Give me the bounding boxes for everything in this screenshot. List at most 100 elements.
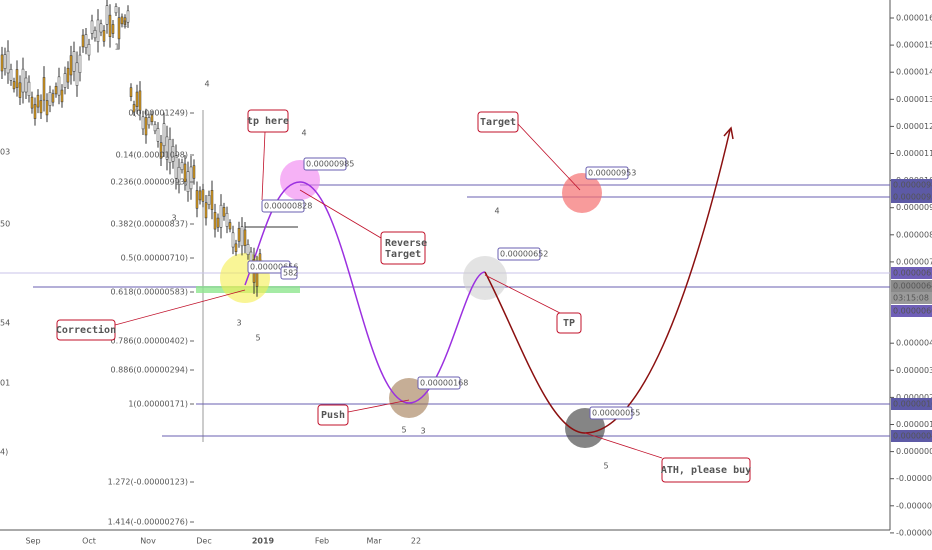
candle: [192, 165, 196, 179]
candle: [117, 17, 121, 40]
price-callout: 582: [283, 269, 298, 278]
candle: [219, 204, 223, 228]
price-label: 0.00001200: [896, 122, 932, 131]
fib-label: 0.382(0.00000837): [111, 220, 189, 229]
callout-label: Target: [480, 117, 516, 128]
candle: [111, 24, 115, 34]
candle: [141, 116, 145, 130]
edge-label: 54: [0, 319, 10, 328]
candle: [168, 139, 172, 163]
price-tag-label: 0.00000602: [893, 307, 932, 316]
candle: [180, 162, 184, 171]
candle: [240, 226, 244, 247]
callout-box: [317, 404, 349, 426]
callout-box: [556, 312, 582, 334]
candle: [102, 30, 106, 42]
candle: [66, 67, 70, 83]
fib-label: 0.786(0.00000402): [111, 337, 189, 346]
candle: [138, 90, 142, 111]
price-label: 0.00001100: [896, 149, 932, 158]
fib-label: 1.414(-0.00000276): [108, 518, 188, 527]
candle: [234, 243, 238, 252]
time-label: 22: [411, 537, 421, 546]
price-tag: [891, 430, 932, 442]
candle: [51, 93, 55, 103]
circle: [562, 173, 602, 213]
callout-label: Correction: [56, 324, 116, 336]
price-tag: [891, 191, 932, 203]
price-tag-label: 0.00000652: [893, 269, 932, 278]
candle: [6, 50, 10, 74]
candle: [90, 20, 94, 34]
wave-label: 4: [301, 129, 306, 138]
candle: [132, 104, 136, 113]
candle: [81, 34, 85, 48]
callout-box: [380, 231, 426, 265]
price-callout: 0.00000652: [500, 250, 548, 259]
price-callout-box: [261, 199, 305, 213]
price-callout-box: [585, 166, 629, 180]
price-tag: [891, 292, 932, 304]
candle: [63, 73, 67, 88]
candle: [147, 117, 151, 126]
fib-label: 0.618(0.00000583): [111, 288, 189, 297]
fib-label: 1.272(-0.00000123): [108, 478, 188, 487]
edge-label: 03: [0, 148, 10, 157]
price-tag: [891, 280, 932, 292]
candle: [207, 195, 211, 205]
time-label: Nov: [140, 537, 156, 546]
callout-label: TP: [563, 318, 575, 329]
candle: [21, 68, 25, 93]
fib-label: 0(0.00001249): [128, 109, 188, 118]
price-tag-label: 0.00000168: [893, 400, 932, 409]
candle: [237, 228, 241, 242]
candle: [75, 62, 79, 86]
candle: [15, 69, 19, 88]
candle: [42, 77, 46, 101]
price-tag-label: 0.00000049: [893, 432, 932, 441]
candle: [174, 155, 178, 179]
candle: [123, 17, 127, 26]
candle: [171, 146, 175, 162]
price-label: 0.00001600: [896, 14, 932, 23]
candle: [93, 29, 97, 39]
price-callout: 0.00000828: [264, 202, 312, 211]
price-label: -0.00000100: [896, 474, 932, 483]
time-label: Oct: [82, 537, 96, 546]
candle: [87, 44, 91, 56]
wave-label: 4: [494, 207, 499, 216]
candle: [114, 6, 118, 14]
callout-box: [247, 109, 289, 133]
fib-label: 0.5(0.00000710): [121, 254, 188, 263]
price-callout-box: [280, 266, 298, 280]
candle: [105, 5, 109, 25]
callout-line-text: Reverse: [385, 238, 427, 249]
price-callout: 0.00000168: [420, 379, 468, 388]
callout-label: ATH, please buy: [661, 465, 751, 476]
candle: [39, 100, 43, 114]
callout-line-text: Target: [385, 249, 421, 260]
candle: [18, 82, 22, 98]
candle: [153, 124, 157, 132]
projection-curve: [484, 129, 731, 434]
callout-line: [299, 189, 382, 239]
price-label: -0.00000200: [896, 501, 932, 510]
candle: [246, 244, 250, 255]
time-label: Sep: [25, 537, 40, 546]
edge-label: 01: [0, 379, 10, 388]
candle: [150, 114, 154, 123]
candle: [30, 96, 34, 109]
candle: [48, 92, 52, 106]
candle: [183, 163, 187, 182]
price-label: 0.00001500: [896, 41, 932, 50]
candle: [165, 136, 169, 160]
price-tag-label: 0.00000645: [893, 282, 932, 291]
candle: [108, 14, 112, 38]
candle: [120, 16, 124, 25]
candle: [72, 51, 76, 72]
wave-label: 3: [236, 319, 241, 328]
candle: [177, 166, 181, 185]
price-label: 0.00000200: [896, 393, 932, 402]
candle: [54, 86, 58, 95]
wave-label: 5: [603, 462, 608, 471]
